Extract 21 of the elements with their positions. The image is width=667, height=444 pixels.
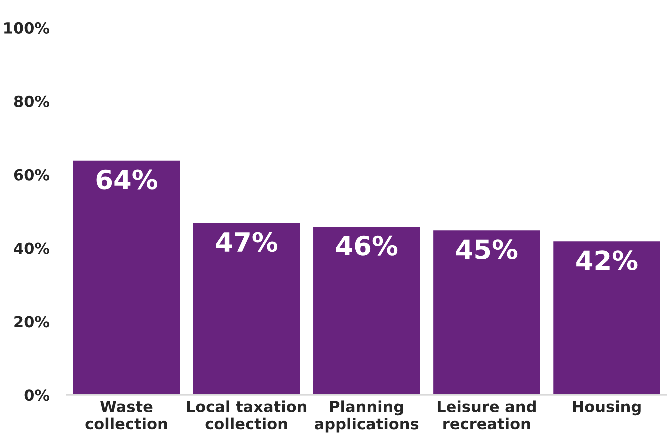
bar (192, 222, 302, 396)
y-tick-label: 100% (4, 22, 50, 34)
x-tick-label: Local taxation collection (187, 400, 307, 430)
bar (312, 226, 422, 396)
y-tick-label: 0% (24, 390, 50, 402)
x-tick-label: Leisure and recreation (438, 400, 536, 430)
bar (72, 159, 182, 396)
x-tick-label: Housing (573, 400, 641, 416)
data-label: 45% (456, 240, 518, 260)
data-label: 47% (216, 232, 278, 252)
y-tick-label: 60% (14, 169, 50, 181)
y-tick-label: 80% (14, 96, 50, 108)
bar (552, 240, 662, 396)
x-tick-label: Waste collection (86, 401, 168, 430)
y-tick-label: 20% (14, 316, 50, 328)
data-label: 46% (336, 236, 398, 256)
bar (432, 229, 542, 396)
x-tick-label: Planning applications (314, 400, 419, 433)
y-tick-label: 40% (14, 242, 50, 254)
data-label: 42% (576, 250, 638, 271)
data-label: 64% (96, 170, 158, 190)
